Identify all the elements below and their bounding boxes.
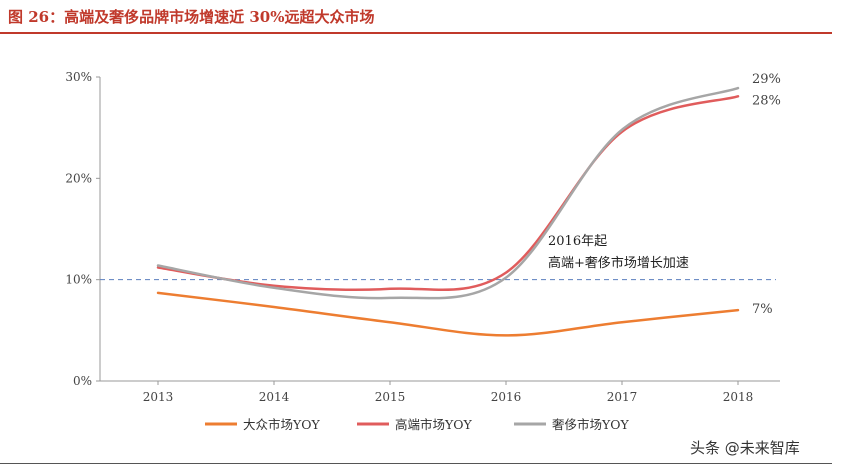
footer-rule	[0, 463, 832, 464]
y-tick-label: 30%	[65, 70, 92, 84]
y-tick-label: 10%	[65, 273, 92, 287]
x-tick-label: 2013	[143, 390, 174, 404]
series-line-1	[156, 95, 740, 292]
x-tick-label: 2018	[723, 390, 754, 404]
series-line-2	[156, 86, 740, 300]
x-tick-label: 2014	[259, 390, 290, 404]
legend-label-2: 奢侈市场YOY	[552, 417, 629, 432]
y-tick-label: 0%	[73, 374, 92, 388]
title-underline	[0, 32, 832, 34]
series-line-0	[156, 291, 740, 337]
end-value-label-2: 29%	[752, 72, 781, 87]
legend-label-0: 大众市场YOY	[243, 417, 320, 432]
end-value-label-0: 7%	[752, 302, 773, 317]
annotation-line1: 2016年起	[548, 234, 607, 249]
legend-label-1: 高端市场YOY	[395, 417, 472, 432]
watermark: 头条 @未来智库	[690, 439, 800, 457]
x-tick-label: 2017	[607, 390, 638, 404]
y-tick-label: 20%	[65, 171, 92, 185]
x-tick-label: 2016	[491, 390, 522, 404]
figure-title: 图 26：高端及奢侈品牌市场增速近 30%远超大众市场	[8, 8, 375, 26]
end-value-label-1: 28%	[752, 93, 781, 108]
x-tick-label: 2015	[375, 390, 406, 404]
annotation-line2: 高端+奢侈市场增长加速	[548, 255, 689, 271]
